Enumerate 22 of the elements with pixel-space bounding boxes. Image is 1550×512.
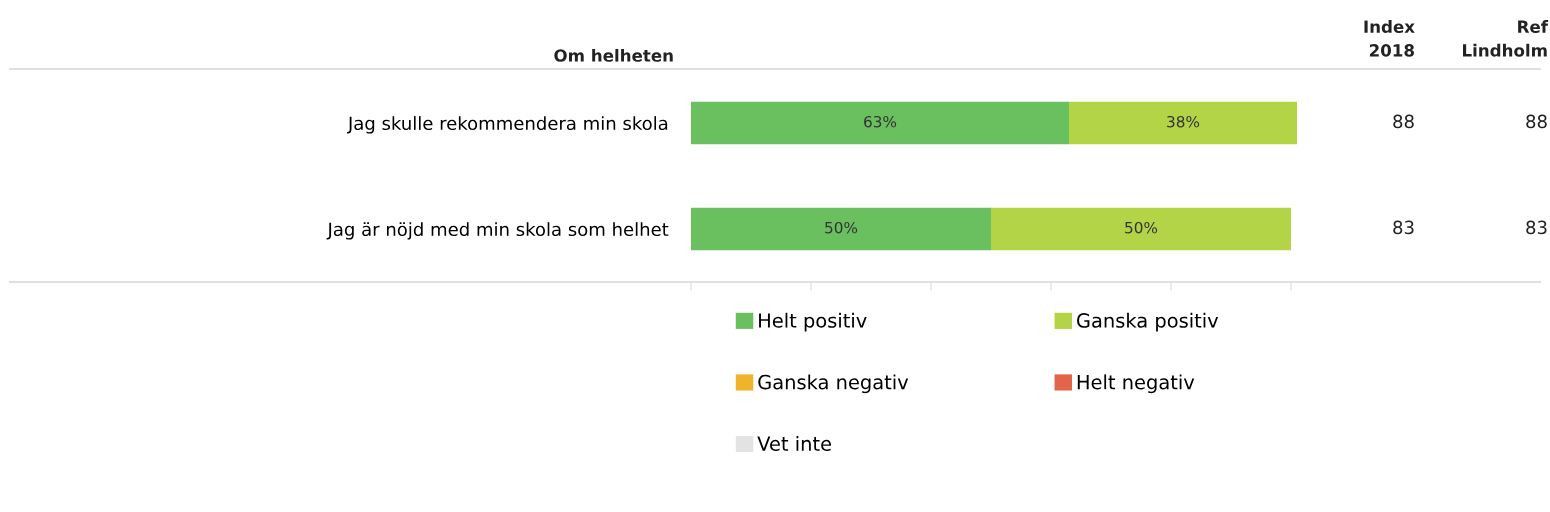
text: Index 2018 (1364, 20, 1415, 57)
legend-label: Helt positiv (759, 312, 867, 332)
legend-label: Vet inte (757, 435, 832, 452)
data-label: 50% (825, 221, 858, 234)
text: 88 (1393, 114, 1414, 129)
y-tick-label: Jag är nöjd med min skola som helhet (326, 222, 669, 240)
legend-label: Helt negativ (1077, 374, 1195, 394)
legend-label: Ganska negativ (758, 374, 909, 394)
text: 83 (1393, 220, 1414, 235)
bar (1069, 101, 1297, 145)
data-label: 63% (864, 115, 897, 128)
text: 83 (1526, 220, 1547, 235)
legend-label: Ganska positiv (1077, 312, 1219, 332)
data-label: 38% (1167, 115, 1200, 128)
bar (691, 101, 1069, 145)
y-tick-label: Jag skulle rekommendera min skola (347, 116, 668, 134)
bar (991, 207, 1291, 251)
chart-title: Om helheten (554, 48, 673, 62)
text: 88 (1526, 114, 1547, 129)
data-label: 50% (1125, 221, 1158, 234)
bar (691, 207, 991, 251)
text: Ref Lindholm (1463, 20, 1549, 57)
